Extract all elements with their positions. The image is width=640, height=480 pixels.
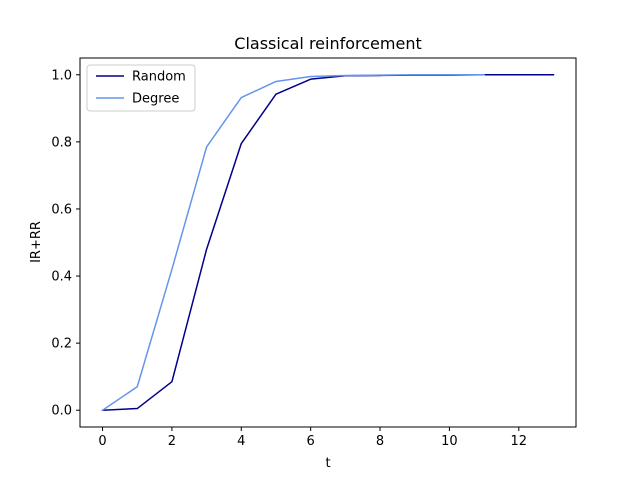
x-axis-label: t <box>325 456 330 471</box>
series-line-degree <box>101 74 485 412</box>
y-tick-label: 1.0 <box>51 68 72 83</box>
y-tick-label: 0.8 <box>51 135 72 150</box>
legend: Random Degree <box>86 64 196 112</box>
legend-label-degree: Degree <box>132 92 179 107</box>
x-tick-label: 0 <box>98 434 106 449</box>
y-axis: 0.0 0.2 0.4 0.6 0.8 1.0 <box>51 68 80 419</box>
x-tick-label: 10 <box>441 434 458 449</box>
x-tick-label: 2 <box>168 434 176 449</box>
x-tick-label: 8 <box>376 434 384 449</box>
x-tick-label: 6 <box>307 434 315 449</box>
y-tick-label: 0.2 <box>51 337 72 352</box>
chart-title: Classical reinforcement <box>234 34 421 53</box>
y-axis-label: IR+RR <box>29 221 44 263</box>
x-tick-label: 4 <box>237 434 245 449</box>
y-tick-label: 0.4 <box>51 270 72 285</box>
plot-area <box>101 74 555 412</box>
axes-frame <box>79 57 577 428</box>
legend-label-random: Random <box>132 70 186 85</box>
x-tick-label: 12 <box>510 434 527 449</box>
y-tick-label: 0.0 <box>51 404 72 419</box>
y-tick-label: 0.6 <box>51 202 72 217</box>
x-axis: 0 2 4 6 8 10 12 <box>98 427 527 449</box>
